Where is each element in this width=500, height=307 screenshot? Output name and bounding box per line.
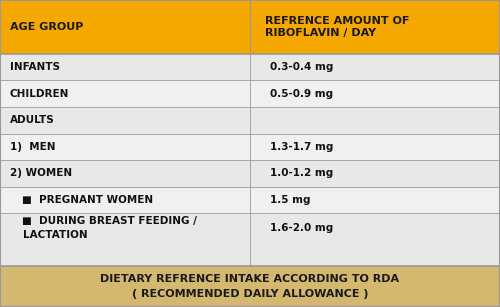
Text: INFANTS: INFANTS: [10, 62, 60, 72]
Bar: [0, 0, 500, 54]
Bar: [0, 213, 500, 266]
Text: ADULTS: ADULTS: [10, 115, 55, 125]
Text: 2) WOMEN: 2) WOMEN: [10, 169, 72, 178]
Text: DIETARY REFRENCE INTAKE ACCORDING TO RDA
( RECOMMENDED DAILY ALLOWANCE ): DIETARY REFRENCE INTAKE ACCORDING TO RDA…: [100, 274, 400, 299]
Text: 1.6-2.0 mg: 1.6-2.0 mg: [270, 223, 333, 233]
Text: ■  DURING BREAST FEEDING /
LACTATION: ■ DURING BREAST FEEDING / LACTATION: [22, 216, 198, 240]
Bar: [0, 107, 500, 134]
Text: 0.3-0.4 mg: 0.3-0.4 mg: [270, 62, 334, 72]
Text: 1.3-1.7 mg: 1.3-1.7 mg: [270, 142, 334, 152]
Text: REFRENCE AMOUNT OF
RIBOFLAVIN / DAY: REFRENCE AMOUNT OF RIBOFLAVIN / DAY: [265, 16, 410, 38]
Text: CHILDREN: CHILDREN: [10, 89, 70, 99]
Bar: [0, 134, 500, 160]
Bar: [0, 80, 500, 107]
Bar: [0, 187, 500, 213]
Text: AGE GROUP: AGE GROUP: [10, 22, 84, 32]
Bar: [0, 266, 500, 307]
Text: 0.5-0.9 mg: 0.5-0.9 mg: [270, 89, 333, 99]
Text: 1.0-1.2 mg: 1.0-1.2 mg: [270, 169, 333, 178]
Text: ■  PREGNANT WOMEN: ■ PREGNANT WOMEN: [22, 195, 154, 205]
Bar: [0, 54, 500, 80]
Text: 1)  MEN: 1) MEN: [10, 142, 56, 152]
Text: 1.5 mg: 1.5 mg: [270, 195, 310, 205]
Bar: [0, 160, 500, 187]
